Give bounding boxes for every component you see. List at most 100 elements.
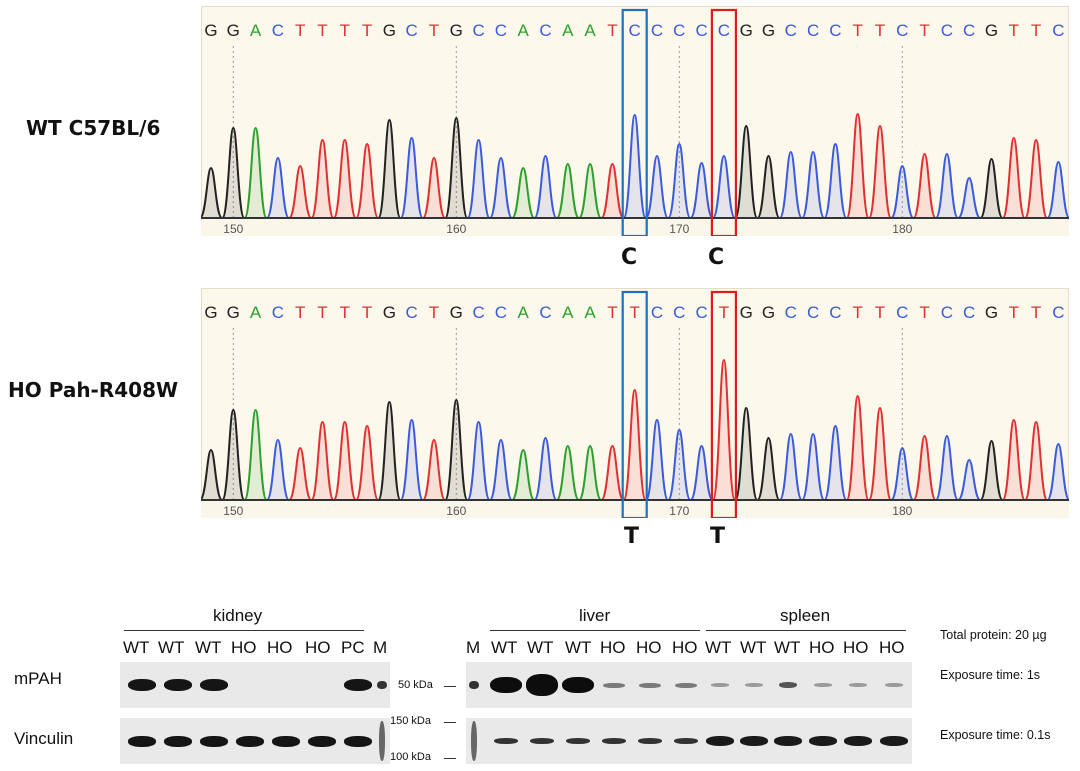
sequence-base: G	[450, 303, 463, 322]
blot-band	[164, 679, 192, 691]
trace-peak	[778, 432, 803, 501]
sequence-base: C	[963, 303, 975, 322]
sequence-base: C	[673, 21, 685, 40]
sequence-base: T	[875, 303, 885, 322]
tissue-rule-liver	[490, 630, 700, 631]
sequence-base: T	[853, 303, 863, 322]
base-call-wt-position-1: C	[621, 245, 638, 270]
sequence-base: C	[651, 21, 663, 40]
trace-peak	[444, 116, 469, 219]
blot-band	[490, 677, 522, 693]
tissue-label-spleen: spleen	[780, 606, 831, 625]
blot-liver-spleen-mpah	[466, 662, 912, 708]
sequence-base: A	[562, 21, 574, 40]
trace-peak	[734, 406, 759, 501]
axis-tick-label: 150	[223, 504, 243, 518]
trace-peak	[243, 126, 268, 219]
sequence-base: C	[272, 303, 284, 322]
sequence-base: T	[919, 303, 929, 322]
sequence-base: C	[829, 303, 841, 322]
trace-peak	[645, 154, 669, 219]
trace-peak	[890, 164, 915, 219]
trace-peak	[667, 142, 692, 219]
trace-peak	[377, 118, 402, 219]
sequence-base: A	[562, 303, 574, 322]
blot-band	[566, 738, 590, 744]
trace-peak	[845, 394, 870, 501]
lane-label: HO	[672, 638, 698, 657]
trace-peak	[221, 408, 246, 501]
sequence-base: C	[695, 21, 707, 40]
trace-peak	[622, 388, 647, 501]
marker-150kda: 150 kDa	[390, 715, 431, 727]
sequence-base: G	[227, 21, 240, 40]
lane-label: HO	[231, 638, 257, 657]
sequence-base: A	[518, 303, 530, 322]
sequence-base: T	[1009, 21, 1019, 40]
blot-band	[849, 683, 867, 687]
trace-peak	[466, 420, 491, 501]
lane-label: PC	[341, 638, 365, 657]
sequence-base: C	[472, 303, 484, 322]
marker-tick	[444, 758, 456, 759]
note-exposure-vinculin: Exposure time: 0.1s	[940, 728, 1051, 742]
lane-label: HO	[305, 638, 331, 657]
sequence-base: T	[295, 303, 305, 322]
trace-peak	[332, 138, 357, 219]
sequence-base: G	[204, 21, 217, 40]
sample-label-ho: HO Pah-R408W	[8, 378, 179, 402]
highlight-box-red	[710, 8, 737, 236]
trace-peak	[555, 444, 580, 501]
sequence-base: C	[829, 21, 841, 40]
trace-peak	[488, 438, 513, 501]
blot-kidney-mpah	[120, 662, 390, 708]
chromatogram-trace-ho: G G A C T T T T G C T G C C A C A A T T C C C T G G C C C T T C T C C G T T C1…	[201, 290, 1069, 518]
trace-peak	[288, 164, 313, 219]
sequence-base: C	[785, 21, 797, 40]
blot-band	[639, 682, 661, 688]
sequence-base: C	[785, 303, 797, 322]
row-label-mpah: mPAH	[14, 669, 62, 688]
sequence-base: C	[807, 21, 819, 40]
blot-band	[745, 683, 763, 687]
trace-peak	[488, 156, 513, 219]
trace-peak	[957, 458, 982, 501]
axis-tick-label: 170	[669, 504, 689, 518]
sequence-base: C	[718, 21, 730, 40]
sequence-base: T	[340, 21, 350, 40]
trace-peak	[600, 162, 625, 219]
trace-peak	[957, 176, 982, 219]
blot-band	[469, 681, 479, 689]
trace-peak	[1001, 136, 1026, 219]
sequence-base: G	[985, 303, 998, 322]
trace-peak	[801, 150, 826, 219]
blot-band	[526, 674, 558, 696]
sequence-base: C	[896, 21, 908, 40]
trace-peak	[778, 150, 803, 219]
trace-peak	[310, 138, 335, 219]
trace-peak	[801, 432, 826, 501]
trace-peak	[422, 438, 446, 501]
sequence-base: G	[204, 303, 217, 322]
sequence-base: C	[495, 303, 507, 322]
sequence-base: G	[740, 21, 753, 40]
sequence-base: G	[762, 303, 775, 322]
lane-label: WT	[123, 638, 150, 657]
sequence-base: T	[875, 21, 885, 40]
lane-label: WT	[740, 638, 767, 657]
blot-band	[272, 735, 300, 747]
trace-peak	[979, 157, 1004, 219]
blot-band	[814, 683, 832, 687]
sequence-base: C	[941, 21, 953, 40]
sequence-base: T	[295, 21, 305, 40]
lane-label: WT	[565, 638, 592, 657]
blot-band	[602, 738, 626, 744]
sequence-base: C	[539, 21, 551, 40]
blot-band	[779, 682, 797, 688]
blot-band	[236, 735, 264, 747]
highlight-box-red	[710, 290, 737, 518]
trace-peak	[845, 112, 870, 219]
trace-peak	[201, 448, 223, 501]
sequence-base: C	[495, 21, 507, 40]
sequence-base: C	[896, 303, 908, 322]
